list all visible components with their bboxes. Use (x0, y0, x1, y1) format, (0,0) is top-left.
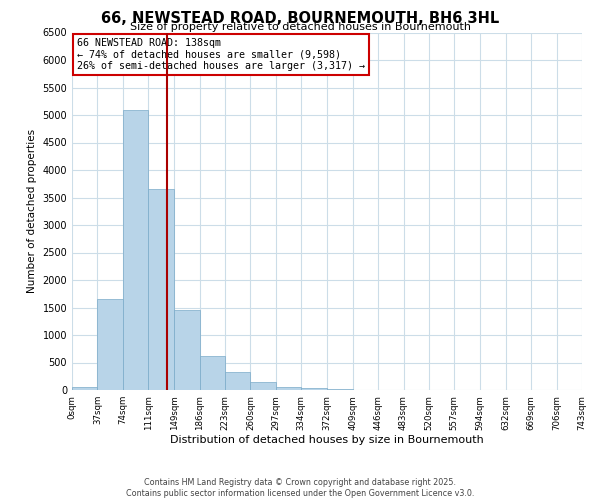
Bar (276, 387, 301, 390)
Y-axis label: Number of detached properties: Number of detached properties (27, 129, 37, 294)
Bar (174, 310, 200, 390)
Bar (200, 356, 225, 390)
Bar (301, 388, 328, 390)
Bar (72, 387, 97, 390)
Text: Size of property relative to detached houses in Bournemouth: Size of property relative to detached ho… (130, 22, 470, 32)
Text: 66, NEWSTEAD ROAD, BOURNEMOUTH, BH6 3HL: 66, NEWSTEAD ROAD, BOURNEMOUTH, BH6 3HL (101, 11, 499, 26)
Text: Contains HM Land Registry data © Crown copyright and database right 2025.
Contai: Contains HM Land Registry data © Crown c… (126, 478, 474, 498)
Bar (97, 299, 123, 390)
Bar (148, 189, 174, 390)
Text: 66 NEWSTEAD ROAD: 138sqm
← 74% of detached houses are smaller (9,598)
26% of sem: 66 NEWSTEAD ROAD: 138sqm ← 74% of detach… (77, 38, 365, 71)
X-axis label: Distribution of detached houses by size in Bournemouth: Distribution of detached houses by size … (170, 436, 484, 446)
Bar (123, 110, 148, 390)
Bar (250, 382, 276, 390)
Bar (225, 372, 250, 390)
